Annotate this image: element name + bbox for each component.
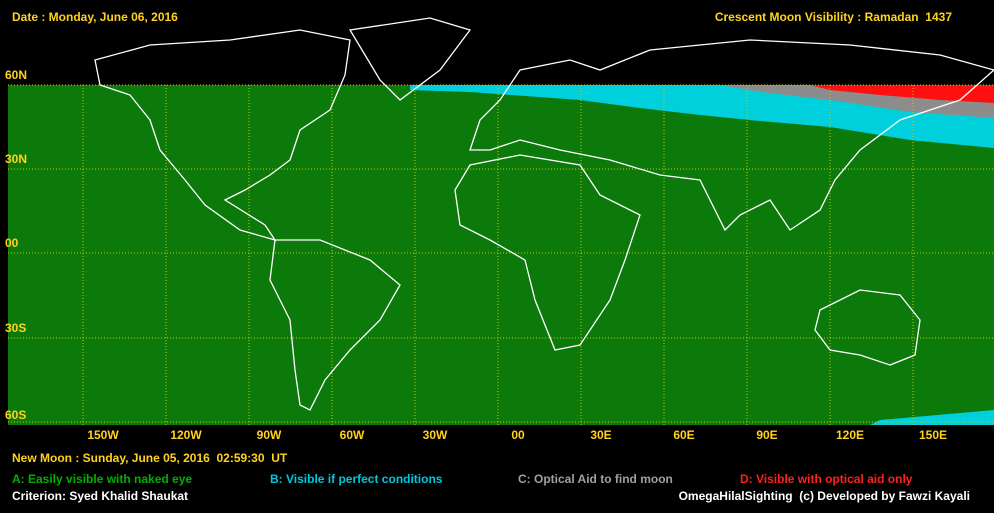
longitude-label: 00 (511, 428, 525, 442)
visibility-zone-d (810, 85, 994, 103)
map-title: Crescent Moon Visibility : Ramadan 1437 (715, 10, 953, 24)
latitude-label: 60S (5, 408, 26, 422)
coastlines (94, 17, 994, 411)
credit-label: OmegaHilalSighting (c) Developed by Fawz… (679, 489, 970, 503)
north-america (94, 29, 351, 242)
longitude-label: 30E (590, 428, 611, 442)
date-label: Date : Monday, June 06, 2016 (12, 10, 178, 24)
longitude-label: 120E (836, 428, 864, 442)
australia (814, 289, 921, 366)
eurasia (469, 39, 994, 232)
longitude-label: 60W (340, 428, 365, 442)
greenland (348, 17, 472, 101)
visibility-zone-a (8, 85, 994, 425)
latitude-label: 60N (5, 68, 27, 82)
longitude-label: 90W (257, 428, 282, 442)
new-moon-label: New Moon : Sunday, June 05, 2016 02:59:3… (12, 451, 288, 465)
legend-item: D: Visible with optical aid only (740, 472, 913, 486)
longitude-label: 90E (756, 428, 777, 442)
visibility-zone-b-south (870, 410, 994, 425)
latitude-label: 30N (5, 152, 27, 166)
legend-item: C: Optical Aid to find moon (518, 472, 673, 486)
criterion-label: Criterion: Syed Khalid Shaukat (12, 489, 188, 503)
longitude-label: 150E (919, 428, 947, 442)
latitude-label: 30S (5, 321, 26, 335)
longitude-label: 30W (423, 428, 448, 442)
africa (454, 154, 641, 351)
legend-item: B: Visible if perfect conditions (270, 472, 443, 486)
latitude-label: 00 (5, 236, 19, 250)
longitude-label: 60E (673, 428, 694, 442)
south-america (269, 239, 401, 411)
longitude-label: 120W (170, 428, 202, 442)
longitude-label: 150W (87, 428, 119, 442)
legend-item: A: Easily visible with naked eye (12, 472, 192, 486)
graticule (8, 84, 994, 425)
